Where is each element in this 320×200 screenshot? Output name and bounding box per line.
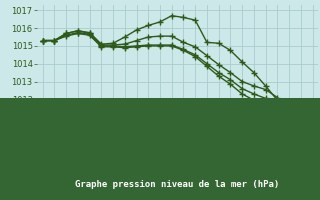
Text: Graphe pression niveau de la mer (hPa): Graphe pression niveau de la mer (hPa)	[76, 180, 280, 189]
